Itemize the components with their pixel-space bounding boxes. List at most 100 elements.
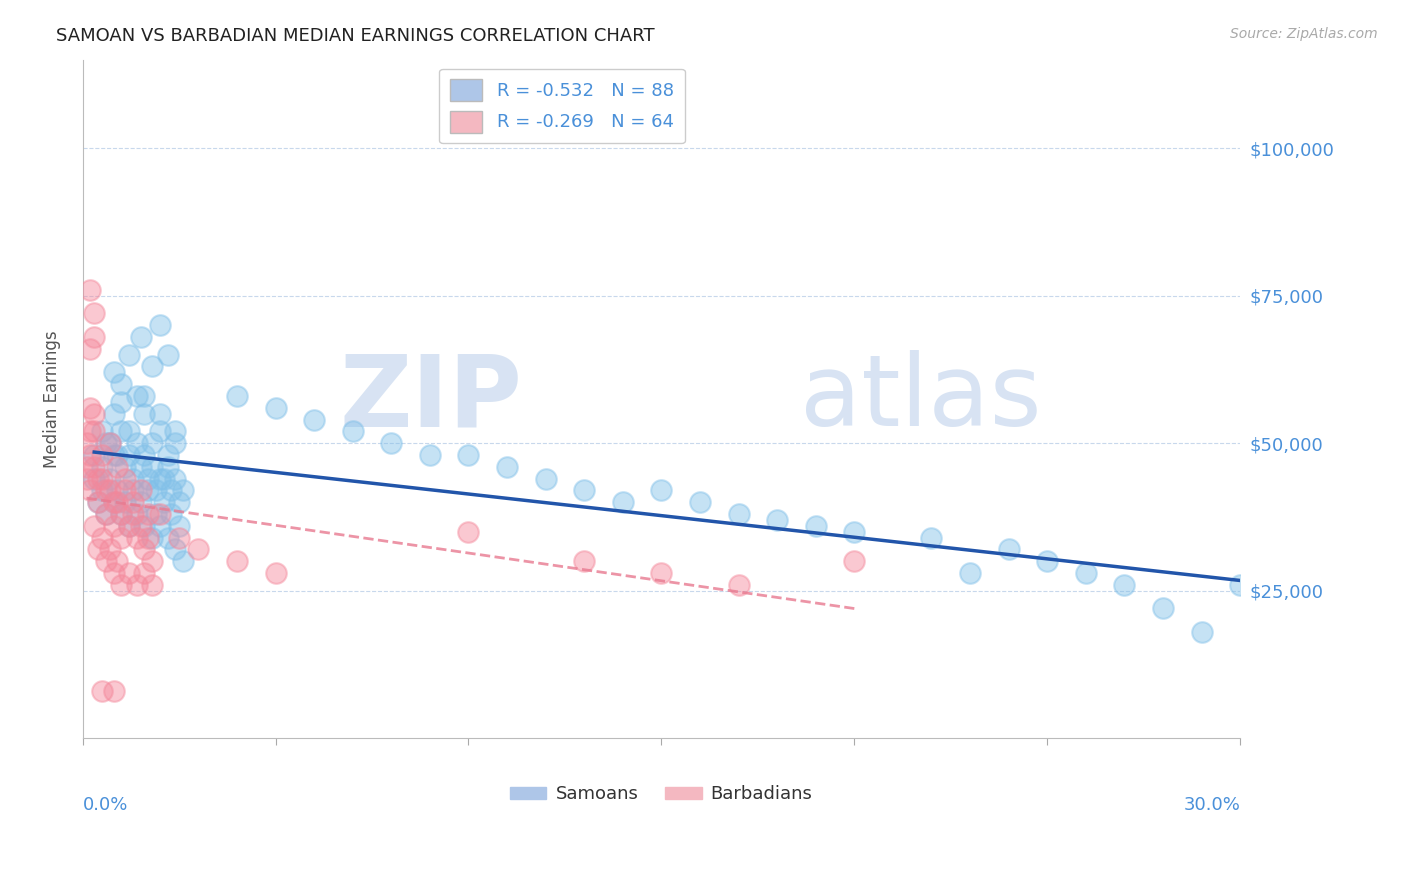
Point [574,483,596,498]
Point [302,412,325,426]
Point [160,507,183,521]
Point [844,554,866,568]
Text: atlas: atlas [800,351,1042,448]
Point [129,495,152,509]
Point [91,425,114,439]
Point [79,283,101,297]
Point [91,531,114,545]
Point [167,495,190,509]
Point [91,684,114,698]
Point [134,407,156,421]
Point [149,318,172,332]
Point [149,425,172,439]
Point [959,566,981,580]
Point [125,389,148,403]
Point [105,483,128,498]
Point [91,471,114,485]
Y-axis label: Median Earnings: Median Earnings [44,330,60,467]
Point [118,518,141,533]
Point [141,359,163,374]
Point [91,448,114,462]
Point [83,459,105,474]
Point [727,578,749,592]
Point [152,495,174,509]
Point [114,495,136,509]
Point [134,566,156,580]
Point [83,471,105,485]
Point [87,542,110,557]
Point [226,389,249,403]
Point [156,459,179,474]
Point [149,471,172,485]
Point [149,507,172,521]
Point [1229,578,1251,592]
Point [83,425,105,439]
Point [83,518,105,533]
Point [156,448,179,462]
Point [727,507,749,521]
Point [98,436,121,450]
Point [165,425,187,439]
Point [457,524,479,539]
Point [114,483,136,498]
Point [136,483,159,498]
Point [110,507,132,521]
Point [110,377,132,392]
Point [98,542,121,557]
Point [98,436,121,450]
Point [83,306,105,320]
Point [94,554,117,568]
Point [79,342,101,356]
Point [105,459,128,474]
Point [98,471,121,485]
Point [149,407,172,421]
Text: Source: ZipAtlas.com: Source: ZipAtlas.com [1230,27,1378,41]
Point [844,524,866,539]
Text: SAMOAN VS BARBADIAN MEDIAN EARNINGS CORRELATION CHART: SAMOAN VS BARBADIAN MEDIAN EARNINGS CORR… [56,27,655,45]
Point [125,436,148,450]
Point [110,578,132,592]
Point [118,448,141,462]
Point [103,684,125,698]
Point [689,495,711,509]
Point [94,507,117,521]
Point [136,471,159,485]
Point [264,566,287,580]
Point [110,425,132,439]
Point [136,507,159,521]
Point [94,436,117,450]
Point [121,471,143,485]
Text: 30.0%: 30.0% [1184,796,1240,814]
Point [114,471,136,485]
Point [187,542,209,557]
Point [141,436,163,450]
Point [121,483,143,498]
Point [165,471,187,485]
Point [141,459,163,474]
Point [134,389,156,403]
Point [136,531,159,545]
Point [167,518,190,533]
Point [103,365,125,379]
Point [145,507,167,521]
Point [110,531,132,545]
Point [141,578,163,592]
Point [172,554,194,568]
Point [103,518,125,533]
Point [125,531,148,545]
Point [79,483,101,498]
Point [921,531,943,545]
Point [105,495,128,509]
Point [118,348,141,362]
Point [804,518,827,533]
Point [87,471,110,485]
Point [419,448,441,462]
Point [103,448,125,462]
Point [91,459,114,474]
Point [125,507,148,521]
Point [134,448,156,462]
Point [134,542,156,557]
Point [98,483,121,498]
Text: ZIP: ZIP [340,351,523,448]
Point [110,394,132,409]
